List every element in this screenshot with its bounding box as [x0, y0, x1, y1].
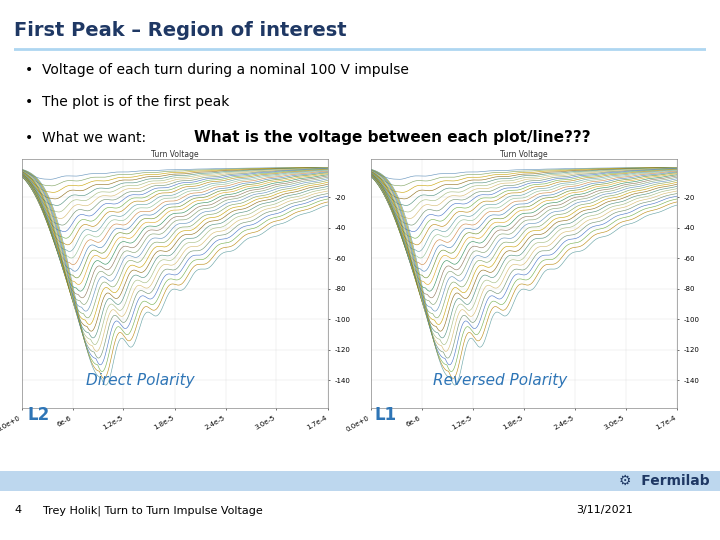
Text: Reversed Polarity: Reversed Polarity	[433, 373, 567, 388]
Text: •: •	[25, 95, 33, 109]
Text: Direct Polarity: Direct Polarity	[86, 373, 194, 388]
Title: Turn Voltage: Turn Voltage	[500, 150, 548, 159]
Text: What is the voltage between each plot/line???: What is the voltage between each plot/li…	[194, 130, 591, 145]
Text: Trey Holik| Turn to Turn Impulse Voltage: Trey Holik| Turn to Turn Impulse Voltage	[43, 505, 263, 516]
Text: What we want:: What we want:	[42, 131, 150, 145]
Text: The plot is of the first peak: The plot is of the first peak	[42, 95, 229, 109]
Text: •: •	[25, 131, 33, 145]
Text: Voltage of each turn during a nominal 100 V impulse: Voltage of each turn during a nominal 10…	[42, 63, 409, 77]
Text: ⚙  Fermilab: ⚙ Fermilab	[618, 474, 709, 488]
Text: •: •	[25, 63, 33, 77]
Text: First Peak – Region of interest: First Peak – Region of interest	[14, 21, 347, 40]
Title: Turn Voltage: Turn Voltage	[150, 150, 199, 159]
Text: 3/11/2021: 3/11/2021	[576, 505, 633, 515]
Text: 4: 4	[14, 505, 22, 515]
Text: L1: L1	[374, 406, 397, 424]
Text: L2: L2	[27, 406, 50, 424]
